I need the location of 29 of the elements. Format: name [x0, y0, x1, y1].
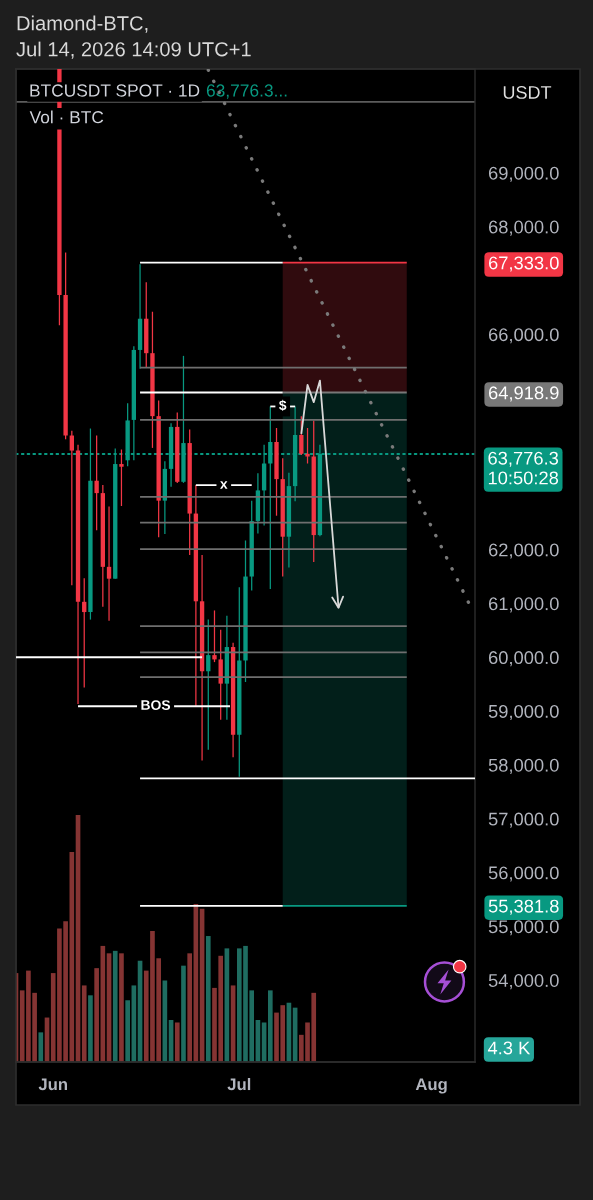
y-tick-label: 56,000.0: [488, 866, 559, 882]
y-tick-label: 68,000.0: [488, 220, 559, 236]
x-tick-label: Aug: [415, 1078, 447, 1094]
text: USDT: [503, 86, 552, 99]
ref-line-label: 63,776.3 10:50:28: [488, 451, 559, 485]
annotation: BTCUSDT SPOT · 1D: [30, 84, 200, 97]
annotation: BOS: [141, 700, 171, 710]
y-tick-label: 62,000.0: [488, 543, 559, 559]
y-tick-label: 59,000.0: [488, 704, 559, 721]
text: 4.3 K: [487, 1041, 531, 1055]
chart-subtitle: Jul 14, 2026 14:09 UTC+1: [16, 41, 251, 59]
y-tick-label: 66,000.0: [488, 328, 559, 344]
y-tick-label: 55,000.0: [488, 920, 559, 936]
y-tick-label: 58,000.0: [488, 758, 559, 774]
y-tick-label: 60,000.0: [488, 651, 559, 667]
y-tick-label: 69,000.0: [488, 166, 559, 182]
y-tick-label: 67,333.0: [488, 256, 559, 272]
annotation: $: [279, 399, 287, 412]
y-tick-label: 54,000.0: [488, 974, 559, 990]
x-tick-label: Jul: [227, 1077, 251, 1091]
y-tick-label: 61,000.0: [488, 597, 559, 613]
chart-title: Diamond-BTC,: [17, 15, 148, 33]
y-tick-label: 57,000.0: [488, 812, 559, 828]
x-tick-label: Jun: [38, 1078, 67, 1091]
y-tick-label: 64,918.9: [488, 386, 559, 402]
y-tick-label: 55,381.8: [488, 899, 559, 915]
annotation: 63,776.3...: [206, 84, 287, 99]
annotation: x: [220, 481, 228, 489]
text: Vol · BTC: [29, 110, 104, 124]
